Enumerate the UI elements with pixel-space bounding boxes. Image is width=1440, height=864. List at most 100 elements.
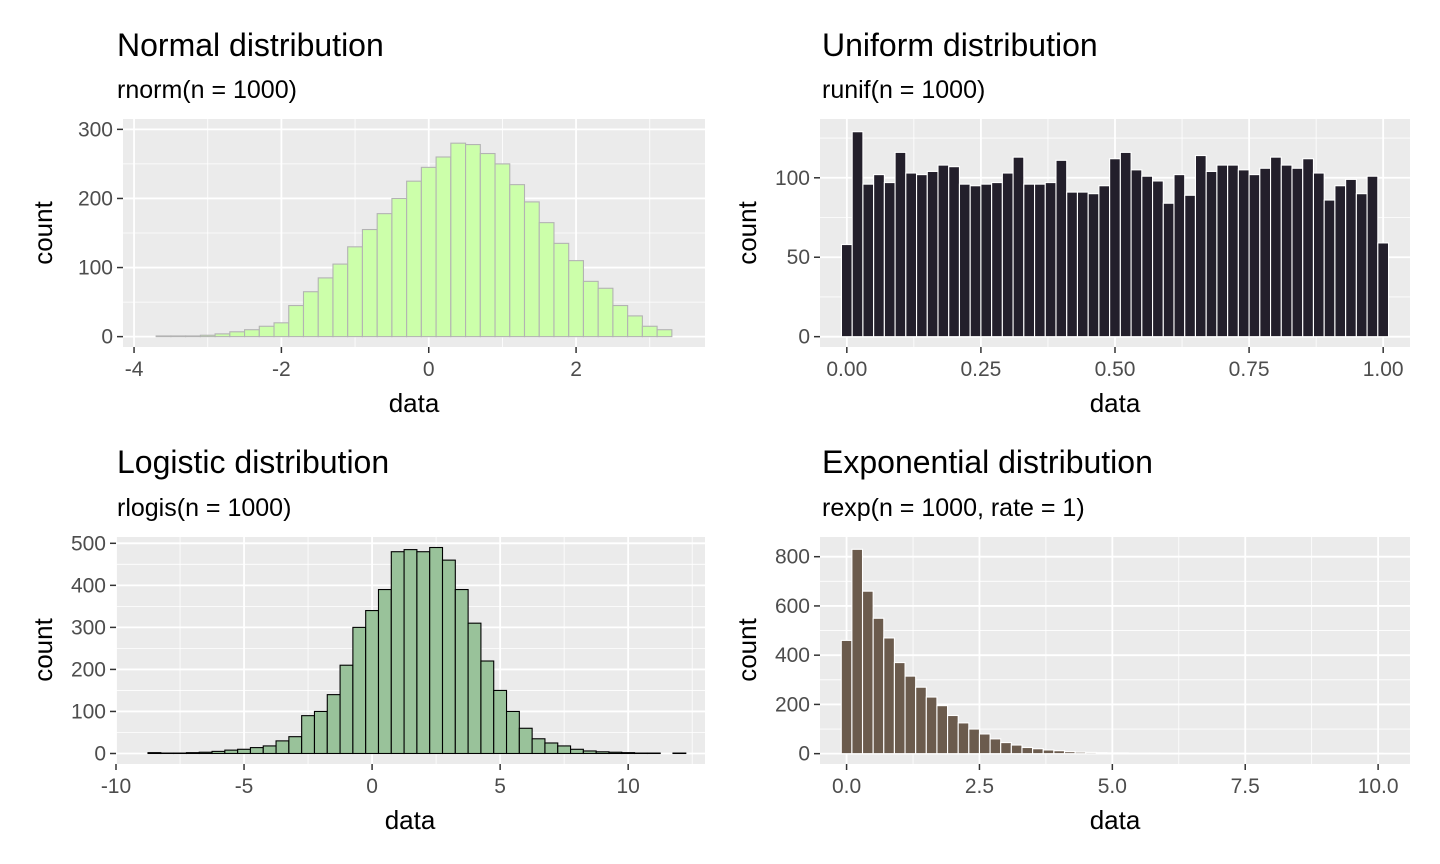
histogram-bar bbox=[1085, 751, 1097, 755]
x-axis-label: data bbox=[385, 805, 436, 835]
histogram-bar bbox=[1312, 172, 1325, 338]
histogram-bar bbox=[1053, 750, 1066, 755]
x-tick-label: 10.0 bbox=[1358, 775, 1399, 798]
histogram-bar bbox=[925, 696, 938, 755]
histogram-bar bbox=[1205, 170, 1218, 338]
histogram-bar bbox=[155, 335, 172, 338]
histogram-bar bbox=[926, 170, 939, 338]
y-tick-label: 400 bbox=[71, 574, 106, 597]
gridlines bbox=[820, 537, 1410, 764]
y-tick-label: 0 bbox=[798, 326, 810, 349]
histogram-bar bbox=[1032, 748, 1044, 755]
histogram-bar bbox=[980, 183, 993, 338]
histogram-bar bbox=[365, 610, 380, 755]
histogram-bar bbox=[1237, 169, 1250, 338]
histogram-bar bbox=[544, 742, 559, 755]
histogram-bar bbox=[1000, 742, 1012, 755]
histogram-bar bbox=[288, 736, 303, 755]
histogram-bar bbox=[416, 551, 431, 755]
x-axis-ticks: -10 -5 0 5 10 bbox=[101, 764, 640, 798]
histogram-bar bbox=[553, 242, 570, 338]
histogram-bar bbox=[199, 334, 216, 338]
histogram-bar bbox=[301, 715, 316, 755]
exponential-distribution-panel: Exponential distribution rexp(n = 1000, … bbox=[732, 444, 1410, 835]
x-axis-label: data bbox=[1090, 805, 1141, 835]
y-tick-label: 100 bbox=[71, 700, 106, 723]
histogram-bar bbox=[893, 662, 906, 755]
histogram-bar bbox=[326, 694, 341, 755]
chart-title: Logistic distribution bbox=[117, 444, 389, 480]
histogram-bar bbox=[570, 748, 584, 755]
histogram-bar bbox=[568, 260, 584, 338]
histogram-bar bbox=[237, 748, 251, 755]
histogram-bar bbox=[454, 588, 469, 755]
histogram-bar bbox=[1066, 191, 1079, 338]
histogram-bar bbox=[1117, 752, 1129, 755]
histogram-bar bbox=[317, 277, 334, 338]
histogram-bar bbox=[262, 745, 277, 755]
histogram-bar bbox=[1106, 752, 1119, 755]
x-axis-ticks: -4 -2 0 2 bbox=[125, 347, 582, 381]
histogram-bar bbox=[608, 751, 623, 755]
histogram-bar bbox=[1119, 151, 1132, 338]
histogram-bar bbox=[1055, 159, 1068, 338]
histogram-bar bbox=[147, 752, 162, 755]
histogram-bar bbox=[509, 184, 526, 338]
histogram-bar bbox=[1076, 191, 1089, 338]
histogram-bar bbox=[391, 197, 408, 338]
histogram-bar bbox=[1345, 178, 1357, 338]
histogram-bar bbox=[339, 664, 354, 755]
x-tick-label: 0.0 bbox=[832, 775, 861, 798]
histogram-bar bbox=[441, 559, 456, 755]
histogram-bar bbox=[465, 144, 481, 338]
y-tick-label: 200 bbox=[71, 658, 106, 681]
histogram-bar bbox=[376, 213, 393, 338]
chart-subtitle: rlogis(n = 1000) bbox=[117, 494, 291, 522]
histogram-bar bbox=[1248, 174, 1261, 338]
histogram-bar bbox=[947, 714, 959, 755]
x-tick-label: 5.0 bbox=[1098, 775, 1127, 798]
histogram-bar bbox=[883, 182, 896, 338]
histogram-bar bbox=[505, 710, 520, 755]
histogram-bar bbox=[991, 182, 1003, 338]
x-axis-ticks: 0.00 0.25 0.50 0.75 1.00 bbox=[826, 347, 1404, 381]
x-tick-label: 0 bbox=[366, 775, 378, 798]
histogram-bar bbox=[582, 280, 599, 338]
histogram-bar bbox=[969, 185, 982, 338]
histogram-bar bbox=[873, 174, 885, 338]
histogram-bar bbox=[224, 749, 239, 755]
histogram-bar bbox=[467, 622, 482, 755]
x-tick-label: 0.00 bbox=[826, 358, 867, 381]
histogram-bar bbox=[1323, 199, 1336, 338]
histogram-bar bbox=[1162, 202, 1175, 338]
y-tick-label: 300 bbox=[78, 118, 113, 141]
y-tick-label: 0 bbox=[798, 743, 810, 766]
y-axis-ticks: 0 100 200 300 bbox=[78, 118, 123, 349]
histogram-bar bbox=[1074, 751, 1087, 755]
histogram-bar bbox=[273, 322, 290, 338]
x-axis-ticks: 0.0 2.5 5.0 7.5 10.0 bbox=[832, 764, 1399, 798]
histogram-bar bbox=[904, 675, 917, 755]
histogram-bar bbox=[894, 151, 907, 338]
histogram-bar bbox=[332, 263, 349, 338]
histogram-bar bbox=[1280, 164, 1293, 338]
histogram-bar bbox=[435, 156, 452, 338]
y-tick-label: 50 bbox=[787, 246, 810, 269]
histogram-bar bbox=[1141, 175, 1154, 338]
histogram-bar bbox=[915, 174, 928, 338]
histogram-bar bbox=[1098, 185, 1111, 338]
y-tick-label: 800 bbox=[775, 546, 810, 569]
histogram-bar bbox=[302, 291, 319, 338]
histogram-bar bbox=[214, 333, 231, 338]
histogram-bar bbox=[390, 551, 405, 755]
histogram-bar bbox=[656, 329, 673, 338]
y-tick-label: 100 bbox=[775, 167, 810, 190]
histogram-bar bbox=[957, 722, 970, 755]
histogram-bar bbox=[1173, 174, 1186, 338]
histogram-bar bbox=[862, 183, 875, 338]
histogram-bar bbox=[1194, 154, 1207, 338]
histogram-bar bbox=[883, 637, 895, 755]
histogram-bar bbox=[288, 304, 305, 338]
histogram-bar bbox=[211, 750, 226, 755]
histogram-bar bbox=[1259, 167, 1272, 338]
